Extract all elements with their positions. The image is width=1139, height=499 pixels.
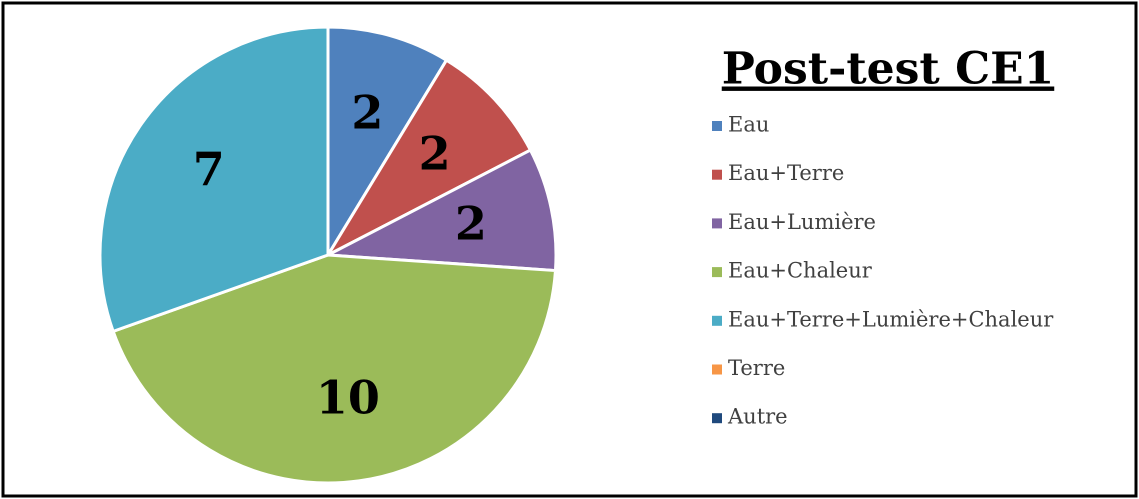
pie-slice: [326, 58, 532, 257]
data-label: 2: [419, 126, 451, 180]
legend-label: Eau+Chaleur: [728, 259, 873, 283]
legend-swatch: [712, 121, 722, 131]
pie-slice: [111, 253, 557, 485]
legend-swatch: [712, 315, 722, 326]
chart-title: Post-test CE1: [722, 44, 1055, 95]
data-label: 2: [455, 196, 487, 250]
data-label: 10: [316, 371, 380, 425]
legend-swatch: [712, 364, 722, 375]
legend-label: Eau: [728, 113, 769, 137]
pie-slice: [98, 25, 330, 333]
legend-label: Terre: [728, 356, 785, 380]
legend-label: Eau+Terre: [728, 161, 844, 185]
data-label: 7: [193, 142, 225, 196]
legend-label: Eau+Terre+Lumière+Chaleur: [728, 307, 1054, 331]
legend-label: Eau+Lumière: [728, 210, 876, 234]
legend-swatch: [712, 413, 722, 424]
pie-slice: [326, 25, 448, 257]
legend-swatch: [712, 218, 722, 229]
legend-swatch: [712, 267, 722, 278]
data-label: 2: [351, 85, 383, 139]
legend-swatch: [712, 169, 722, 180]
pie-slice: [326, 148, 558, 273]
legend-label: Autre: [727, 405, 788, 429]
